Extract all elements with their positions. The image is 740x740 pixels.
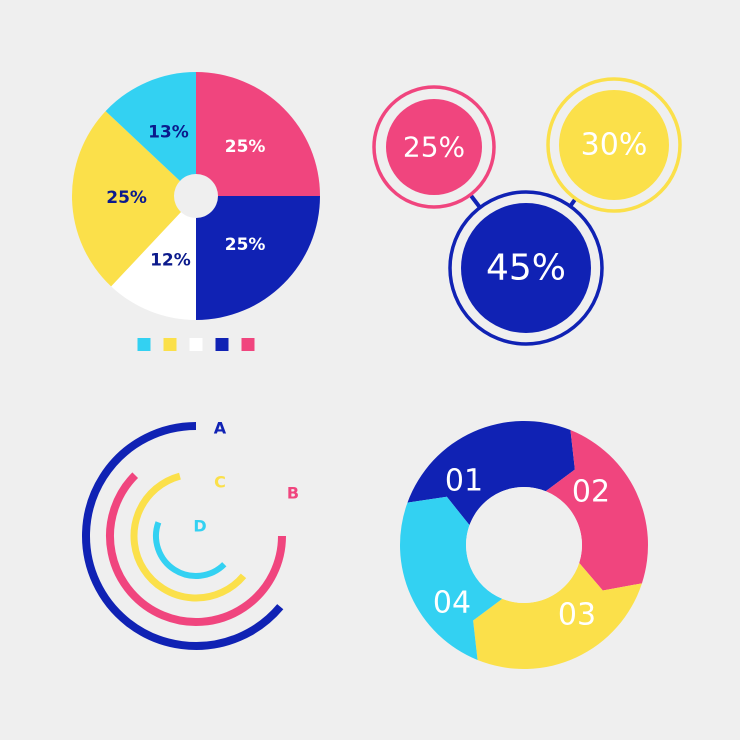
bubble-chart: 25% 30% 45% — [372, 77, 682, 346]
pie-labels: 25% 25% 12% 25% 13% — [106, 122, 265, 270]
step-segment-label: 04 — [433, 586, 471, 621]
radial-arc-label: B — [287, 484, 299, 503]
step-segment-label: 02 — [572, 475, 610, 510]
bubble — [386, 99, 482, 195]
step-segments — [399, 421, 649, 669]
pie-slices — [71, 72, 320, 320]
radial-arc-label: A — [214, 419, 227, 438]
pie-slice — [196, 72, 320, 196]
radial-arc — [130, 472, 247, 602]
pie-slice-label: 13% — [148, 122, 189, 142]
pie-slice — [196, 196, 320, 320]
pie-slice — [111, 196, 196, 320]
legend-swatch — [215, 338, 229, 351]
radial-arc — [153, 521, 227, 579]
radial-labels: A B C D — [193, 419, 299, 536]
bubble-label: 30% — [581, 128, 648, 163]
bubble-label: 45% — [486, 248, 566, 289]
pie-chart: 25% 25% 12% 25% 13% — [71, 72, 320, 351]
legend-swatch — [137, 338, 151, 351]
bubble-ring — [372, 85, 496, 209]
bubble — [461, 203, 591, 333]
bubble — [559, 90, 669, 200]
pie-slice-label: 25% — [225, 137, 266, 157]
step-segment — [473, 562, 642, 669]
bubble-ring — [448, 190, 604, 346]
legend-swatch — [241, 338, 255, 351]
radial-arc — [82, 422, 284, 650]
radial-arcs — [82, 422, 286, 650]
bubble-connector — [468, 193, 482, 209]
bubble-label: 25% — [403, 131, 465, 164]
step-segment — [545, 430, 649, 591]
radial-arc — [106, 472, 286, 626]
pie-center-hole — [174, 174, 218, 218]
radial-bar-chart: A B C D — [82, 419, 299, 650]
pie-slice-label: 25% — [225, 235, 266, 255]
legend-swatch — [189, 338, 203, 351]
bubbles: 25% 30% 45% — [372, 77, 682, 346]
step-donut-hole — [466, 487, 582, 603]
legend-swatch — [163, 338, 177, 351]
step-labels: 01 02 03 04 — [433, 464, 610, 633]
step-segment-label: 03 — [558, 598, 596, 633]
pie-slice — [105, 72, 196, 196]
step-segment — [407, 421, 575, 526]
pie-slice-label: 25% — [106, 188, 147, 208]
radial-arc-label: D — [193, 517, 206, 536]
radial-arc-label: C — [214, 473, 226, 492]
pie-legend — [137, 338, 255, 351]
step-segment-label: 01 — [445, 464, 483, 499]
pie-slice — [71, 111, 196, 287]
step-donut-chart: 01 02 03 04 — [399, 421, 649, 669]
bubble-ring — [546, 77, 682, 213]
pie-slice-label: 12% — [150, 251, 191, 271]
step-segment — [399, 496, 503, 660]
